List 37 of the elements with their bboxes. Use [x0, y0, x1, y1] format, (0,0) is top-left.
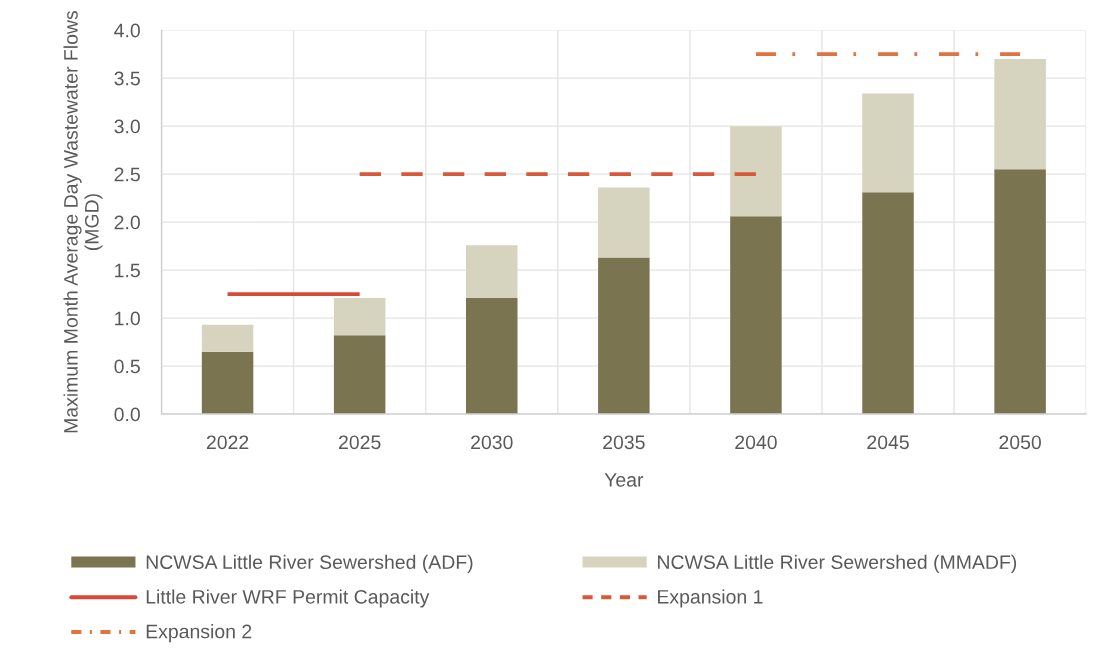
- bar: [862, 93, 914, 193]
- x-tick-label: 2050: [999, 435, 1041, 450]
- y-tick-label: 0.5: [114, 359, 140, 374]
- y-tick-label: 1.5: [115, 263, 140, 278]
- x-tick-label: 2022: [206, 435, 249, 450]
- legend-label: Expansion 1: [658, 589, 763, 608]
- bar: [862, 192, 914, 415]
- legend-label: NCWSA Little River Sewershed (ADF): [146, 554, 473, 573]
- bar: [598, 187, 650, 258]
- y-tick-label: 3.0: [114, 119, 140, 134]
- bar: [201, 324, 254, 352]
- bar: [598, 257, 650, 415]
- y-tick-label: 2.0: [114, 215, 140, 230]
- x-tick-label: 2045: [867, 435, 909, 450]
- x-tick-label: 2040: [735, 435, 777, 450]
- bar: [994, 58, 1046, 170]
- legend-label: Expansion 2: [146, 624, 252, 643]
- y-tick-label: 3.5: [114, 71, 140, 86]
- y-tick-label: 0.0: [114, 407, 140, 422]
- x-axis-title: Year: [604, 473, 644, 487]
- bar: [994, 169, 1046, 415]
- y-axis-title: Maximum Month Average Day Wastewater Flows (MGD): [63, 10, 103, 433]
- x-tick-label: 2030: [471, 435, 513, 450]
- bar: [465, 245, 518, 298]
- legend-label: NCWSA Little River Sewershed (MMADF): [658, 554, 1017, 573]
- bar: [730, 126, 782, 217]
- bar: [730, 216, 782, 415]
- bar: [333, 335, 386, 415]
- x-tick-label: 2025: [339, 435, 381, 450]
- y-tick-label: 2.5: [114, 167, 140, 182]
- y-tick-label: 1.0: [115, 311, 140, 326]
- bar: [333, 297, 386, 336]
- x-tick-label: 2035: [603, 435, 645, 450]
- legend-label: Little River WRF Permit Capacity: [146, 589, 430, 608]
- bar: [465, 297, 518, 415]
- y-tick-label: 4.0: [114, 23, 140, 38]
- bar: [201, 351, 254, 415]
